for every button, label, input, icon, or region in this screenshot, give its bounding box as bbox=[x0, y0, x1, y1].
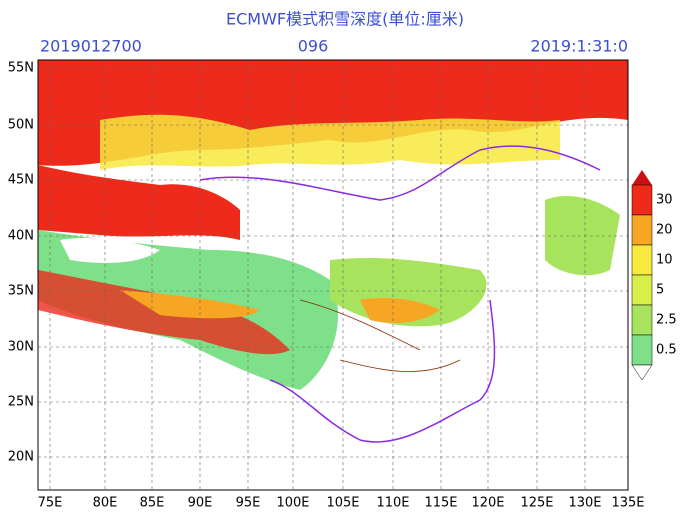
latitude-label: 25N bbox=[8, 395, 34, 410]
latitude-label: 20N bbox=[8, 450, 34, 465]
latitude-label: 50N bbox=[8, 118, 34, 133]
snow-field bbox=[38, 60, 628, 490]
longitude-label: 90E bbox=[188, 496, 213, 511]
latitude-label: 40N bbox=[8, 229, 34, 244]
longitude-label: 125E bbox=[520, 496, 553, 511]
legend-label: 10 bbox=[656, 253, 673, 268]
legend-label: 5 bbox=[656, 283, 664, 298]
legend-label: 20 bbox=[656, 223, 673, 238]
longitude-label: 100E bbox=[276, 496, 309, 511]
legend-label: 0.5 bbox=[656, 343, 677, 358]
longitude-label: 95E bbox=[236, 496, 261, 511]
longitude-label: 135E bbox=[611, 496, 644, 511]
init-time: 2019012700 bbox=[40, 37, 142, 56]
longitude-label: 120E bbox=[471, 496, 504, 511]
map-frame bbox=[37, 59, 629, 491]
longitude-label: 110E bbox=[376, 496, 409, 511]
title: ECMWF模式积雪深度(单位:厘米) bbox=[226, 10, 464, 29]
graticule bbox=[38, 60, 628, 490]
longitude-label: 75E bbox=[38, 496, 63, 511]
longitude-label: 80E bbox=[93, 496, 118, 511]
longitude-label: 105E bbox=[326, 496, 359, 511]
longitude-label: 85E bbox=[140, 496, 165, 511]
legend-label: 2.5 bbox=[656, 313, 677, 328]
legend-label: 30 bbox=[656, 193, 673, 208]
forecast-hour: 096 bbox=[298, 37, 329, 56]
latitude-label: 30N bbox=[8, 340, 34, 355]
borders bbox=[199, 145, 601, 443]
colorbar bbox=[631, 170, 653, 381]
longitude-label: 130E bbox=[568, 496, 601, 511]
longitude-label: 115E bbox=[424, 496, 457, 511]
latitude-label: 45N bbox=[8, 173, 34, 188]
latitude-label: 35N bbox=[8, 284, 34, 299]
valid-time: 2019:1:31:0 bbox=[530, 37, 628, 56]
latitude-label: 55N bbox=[8, 61, 34, 76]
